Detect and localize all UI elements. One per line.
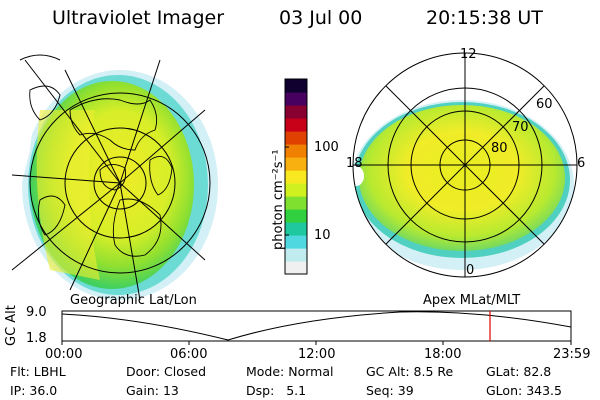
info-seq: Seq: 39 — [366, 383, 414, 398]
colorbar-cell — [285, 118, 307, 132]
colorbar-cell — [285, 183, 307, 197]
left-panel-caption: Geographic Lat/Lon — [70, 293, 197, 308]
right-panel-caption: Apex MLat/MLT — [423, 293, 521, 308]
info-dsp: Dsp: 5.1 — [246, 383, 307, 398]
colorbar-cell — [285, 222, 307, 236]
apex-grid — [352, 52, 578, 278]
colorbar-cell — [285, 92, 307, 106]
geographic-image — [8, 54, 218, 301]
gc-alt-xtick-3: 18:00 — [424, 347, 462, 362]
colorbar — [284, 78, 308, 275]
gc-alt-xtick-1: 06:00 — [170, 347, 208, 362]
coastline — [29, 85, 173, 257]
colorbar-unit-label: photon cm⁻²s⁻¹ — [271, 149, 286, 250]
mlat-label-80: 80 — [491, 141, 508, 156]
colorbar-cell — [285, 261, 307, 275]
geo-grid — [11, 54, 211, 301]
colorbar-cell — [285, 105, 307, 119]
mlat-label-70: 70 — [512, 120, 529, 135]
mlt-label-6: 6 — [577, 156, 586, 171]
colorbar-cell — [285, 196, 307, 210]
mlt-label-0: 0 — [466, 263, 475, 278]
colorbar-tick-10: 10 — [314, 228, 331, 243]
colorbar-tick-100: 100 — [314, 140, 339, 155]
info-ip: IP: 36.0 — [10, 383, 58, 398]
info-flt: Flt: LBHL — [10, 364, 66, 379]
instrument-title: Ultraviolet Imager — [52, 7, 225, 29]
gc-alt-xtick-0: 00:00 — [45, 347, 83, 362]
gc-alt-xtick-2: 12:00 — [298, 347, 336, 362]
gc-alt-ytick-bottom: 1.8 — [26, 331, 47, 346]
mlt-label-12: 12 — [460, 47, 477, 62]
gc-alt-ylabel: GC Alt — [4, 305, 19, 346]
time-label: 20:15:38 UT — [426, 7, 543, 29]
info-glat: GLat: 82.8 — [486, 364, 552, 379]
mlat-label-60: 60 — [536, 97, 553, 112]
colorbar-cell — [285, 235, 307, 249]
gc-alt-ytick-top: 9.0 — [26, 305, 47, 320]
gc-alt-curve — [61, 311, 572, 341]
info-door: Door: Closed — [126, 364, 207, 379]
info-gc-alt: GC Alt: 8.5 Re — [366, 364, 454, 379]
colorbar-cell — [285, 157, 307, 171]
colorbar-cell — [285, 131, 307, 145]
colorbar-cell — [285, 209, 307, 223]
apex-image — [348, 52, 578, 278]
gc-alt-frame — [61, 310, 572, 342]
date-label: 03 Jul 00 — [279, 7, 363, 29]
colorbar-cell — [285, 248, 307, 262]
info-mode: Mode: Normal — [246, 364, 334, 379]
colorbar-frame — [284, 78, 308, 275]
info-glon: GLon: 343.5 — [486, 383, 562, 398]
info-gain: Gain: 13 — [126, 383, 179, 398]
gc-alt-xtick-4: 23:59 — [553, 347, 591, 362]
mlt-label-18: 18 — [346, 156, 363, 171]
colorbar-cell — [285, 170, 307, 184]
gc-alt-plot — [61, 310, 572, 345]
colorbar-cell — [285, 144, 307, 158]
colorbar-cell — [285, 79, 307, 93]
